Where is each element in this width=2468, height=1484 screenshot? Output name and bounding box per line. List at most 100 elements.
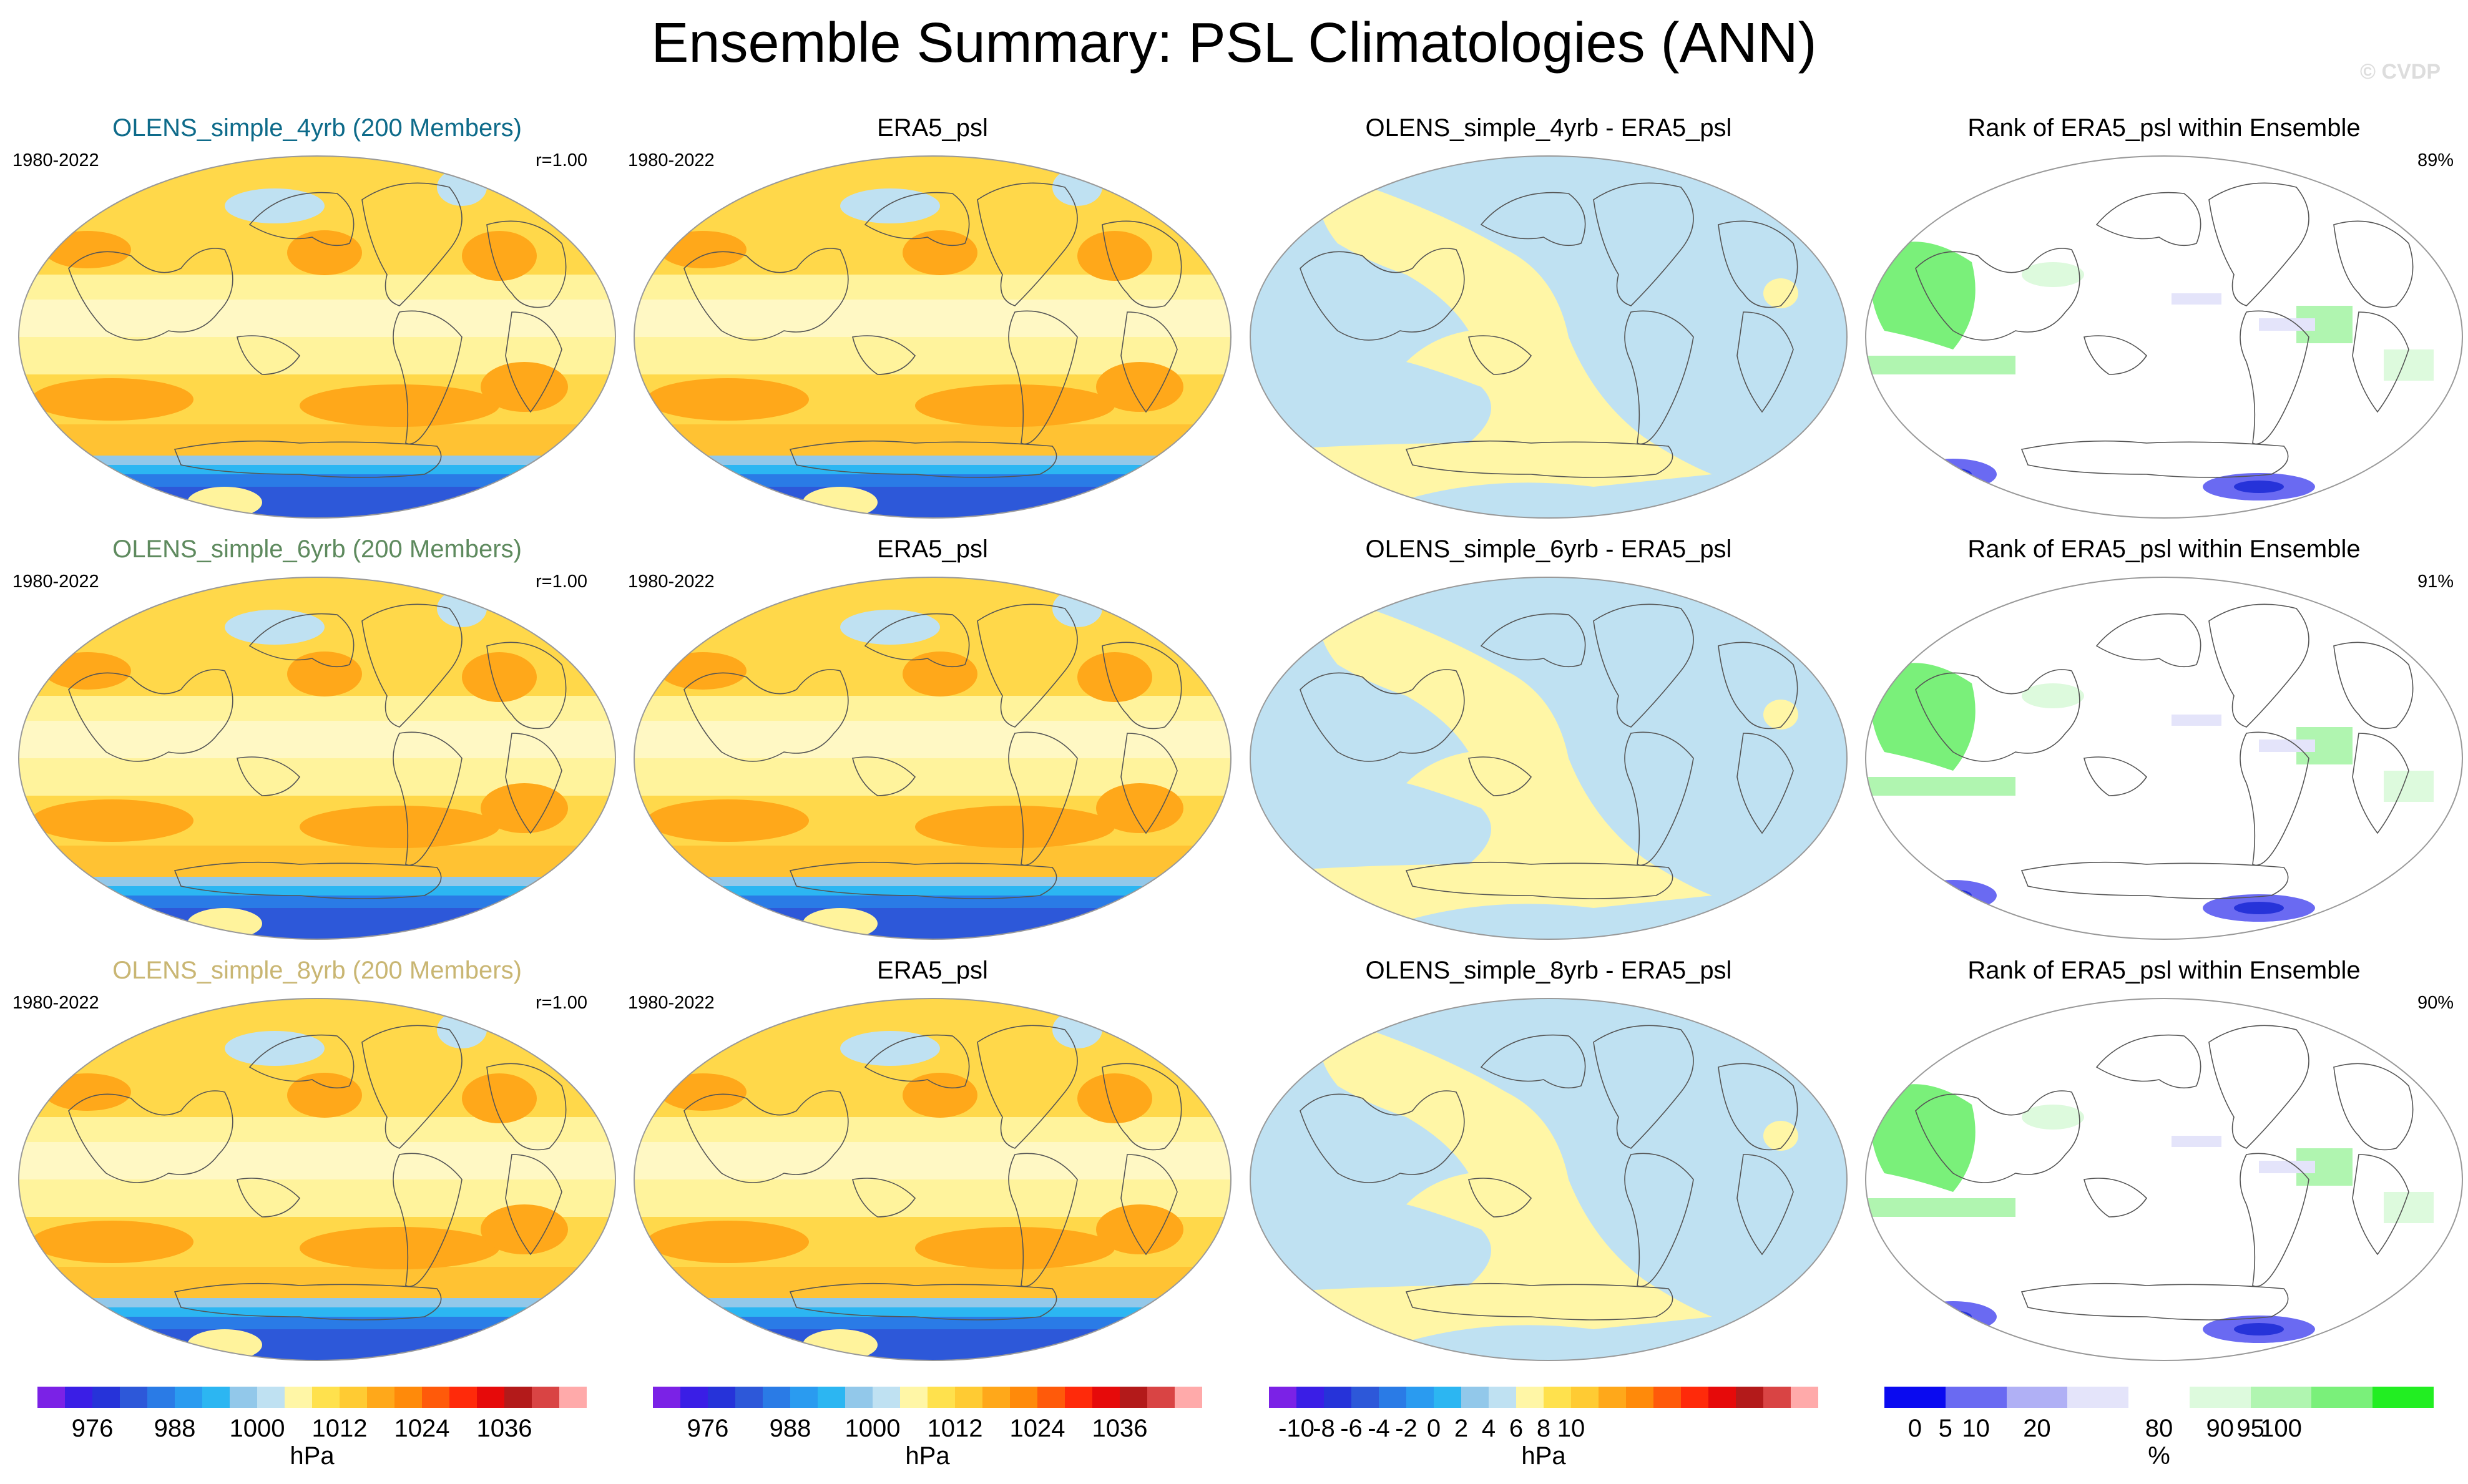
colorbar-tick-label: 10: [1962, 1415, 1990, 1442]
rank-percent: 91%: [2417, 572, 2454, 592]
pattern-correlation: r=1.00: [536, 150, 588, 170]
difference-map-title: OLENS_simple_6yrb - ERA5_psl: [1365, 535, 1732, 563]
ensemble-mean-map: [18, 577, 616, 940]
colorbar-tick-label: -10: [1278, 1415, 1315, 1442]
colorbar-swatch: [367, 1387, 394, 1408]
ensemble-mean-map: [18, 155, 616, 519]
colorbar-swatch: [1434, 1387, 1461, 1408]
colorbar-swatch: [202, 1387, 230, 1408]
obs-period-label: 1980-2022: [628, 993, 715, 1013]
colorbar-swatch: [1120, 1387, 1147, 1408]
colorbar-swatch: [1681, 1387, 1708, 1408]
colorbar-swatch: [1175, 1387, 1202, 1408]
pattern-correlation: r=1.00: [536, 993, 588, 1013]
rank-map-title: Rank of ERA5_psl within Ensemble: [1967, 114, 2361, 142]
colorbar-tick-label: 1000: [229, 1415, 285, 1442]
colorbar-swatch: [477, 1387, 504, 1408]
period-label: 1980-2022: [12, 993, 99, 1013]
colorbar-swatch: [285, 1387, 312, 1408]
colorbar-swatch: [230, 1387, 257, 1408]
colorbar-swatch: [1571, 1387, 1599, 1408]
colorbar-tick-label: 1024: [394, 1415, 450, 1442]
colorbar-swatch: [653, 1387, 680, 1408]
figure-title: Ensemble Summary: PSL Climatologies (ANN…: [651, 12, 1817, 74]
colorbar-swatch: [2373, 1387, 2434, 1408]
obs-map: [634, 998, 1232, 1361]
colorbar-swatch: [2128, 1387, 2190, 1408]
colorbar-tick-label: 1000: [845, 1415, 901, 1442]
rank-map-title: Rank of ERA5_psl within Ensemble: [1967, 535, 2361, 563]
colorbar-swatch: [1037, 1387, 1065, 1408]
colorbar-swatch: [559, 1387, 587, 1408]
rank-map: [1865, 155, 2463, 519]
diff-colorbar: [1269, 1387, 1818, 1408]
rank-map: [1865, 577, 2463, 940]
psl-colorbar: [37, 1387, 587, 1408]
colorbar-tick-label: 5: [1938, 1415, 1952, 1442]
colorbar-swatch: [2250, 1387, 2312, 1408]
colorbar-swatch: [1626, 1387, 1653, 1408]
rank-map: [1865, 998, 2463, 1361]
rank-percent: 90%: [2417, 993, 2454, 1013]
obs-map-title: ERA5_psl: [877, 535, 988, 563]
colorbar-swatch: [982, 1387, 1010, 1408]
rank-percent: 89%: [2417, 150, 2454, 170]
colorbar-swatch: [1351, 1387, 1379, 1408]
colorbar-tick-label: 95: [2236, 1415, 2265, 1442]
colorbar-swatch: [928, 1387, 955, 1408]
colorbar-tick-label: -2: [1395, 1415, 1418, 1442]
ensemble-mean-map-title: OLENS_simple_6yrb (200 Members): [112, 535, 522, 563]
colorbar-swatch: [1461, 1387, 1489, 1408]
colorbar-tick-label: 6: [1509, 1415, 1524, 1442]
colorbar-swatch: [735, 1387, 763, 1408]
colorbar-swatch: [92, 1387, 120, 1408]
colorbar-swatch: [2189, 1387, 2251, 1408]
colorbar-tick-label: 0: [1426, 1415, 1441, 1442]
colorbar-unit: hPa: [1521, 1442, 1566, 1470]
ensemble-mean-map-title: OLENS_simple_8yrb (200 Members): [112, 957, 522, 984]
period-label: 1980-2022: [12, 572, 99, 592]
colorbar-swatch: [532, 1387, 559, 1408]
colorbar-swatch: [1296, 1387, 1324, 1408]
colorbar-swatch: [1489, 1387, 1516, 1408]
colorbar-tick-label: 20: [2023, 1415, 2051, 1442]
colorbar-tick-label: -4: [1368, 1415, 1390, 1442]
ensemble-mean-map: [18, 998, 616, 1361]
colorbar-swatch: [1092, 1387, 1120, 1408]
colorbar-tick-label: 100: [2260, 1415, 2302, 1442]
colorbar-swatch: [1269, 1387, 1296, 1408]
colorbar-tick-label: 90: [2206, 1415, 2235, 1442]
difference-map-title: OLENS_simple_8yrb - ERA5_psl: [1365, 957, 1732, 984]
colorbar-swatch: [763, 1387, 790, 1408]
colorbar-swatch: [1324, 1387, 1351, 1408]
colorbar-unit: hPa: [905, 1442, 950, 1470]
colorbar-swatch: [1653, 1387, 1681, 1408]
colorbar-swatch: [175, 1387, 202, 1408]
colorbar-tick-label: 80: [2145, 1415, 2173, 1442]
colorbar-tick-label: 1012: [311, 1415, 368, 1442]
colorbar-swatch: [147, 1387, 175, 1408]
colorbar-tick-label: 10: [1557, 1415, 1585, 1442]
difference-map: [1250, 577, 1848, 940]
colorbar-unit: %: [2148, 1442, 2170, 1470]
colorbar-swatch: [2067, 1387, 2129, 1408]
colorbar-swatch: [1708, 1387, 1736, 1408]
obs-period-label: 1980-2022: [628, 150, 715, 170]
psl-obs-colorbar: [653, 1387, 1202, 1408]
colorbar-swatch: [1544, 1387, 1571, 1408]
colorbar-swatch: [680, 1387, 708, 1408]
rank-map-title: Rank of ERA5_psl within Ensemble: [1967, 957, 2361, 984]
obs-map-title: ERA5_psl: [877, 114, 988, 142]
colorbar-tick-label: 976: [71, 1415, 114, 1442]
colorbar-swatch: [1736, 1387, 1763, 1408]
colorbar-swatch: [1516, 1387, 1544, 1408]
colorbar-tick-label: 8: [1536, 1415, 1551, 1442]
colorbar-tick-label: 1012: [927, 1415, 983, 1442]
colorbar-swatch: [1763, 1387, 1791, 1408]
colorbar-swatch: [1884, 1387, 1946, 1408]
colorbar-unit: hPa: [290, 1442, 335, 1470]
colorbar-swatch: [1599, 1387, 1626, 1408]
colorbar-tick-label: 988: [769, 1415, 811, 1442]
colorbar-swatch: [1147, 1387, 1175, 1408]
colorbar-tick-label: 988: [154, 1415, 196, 1442]
